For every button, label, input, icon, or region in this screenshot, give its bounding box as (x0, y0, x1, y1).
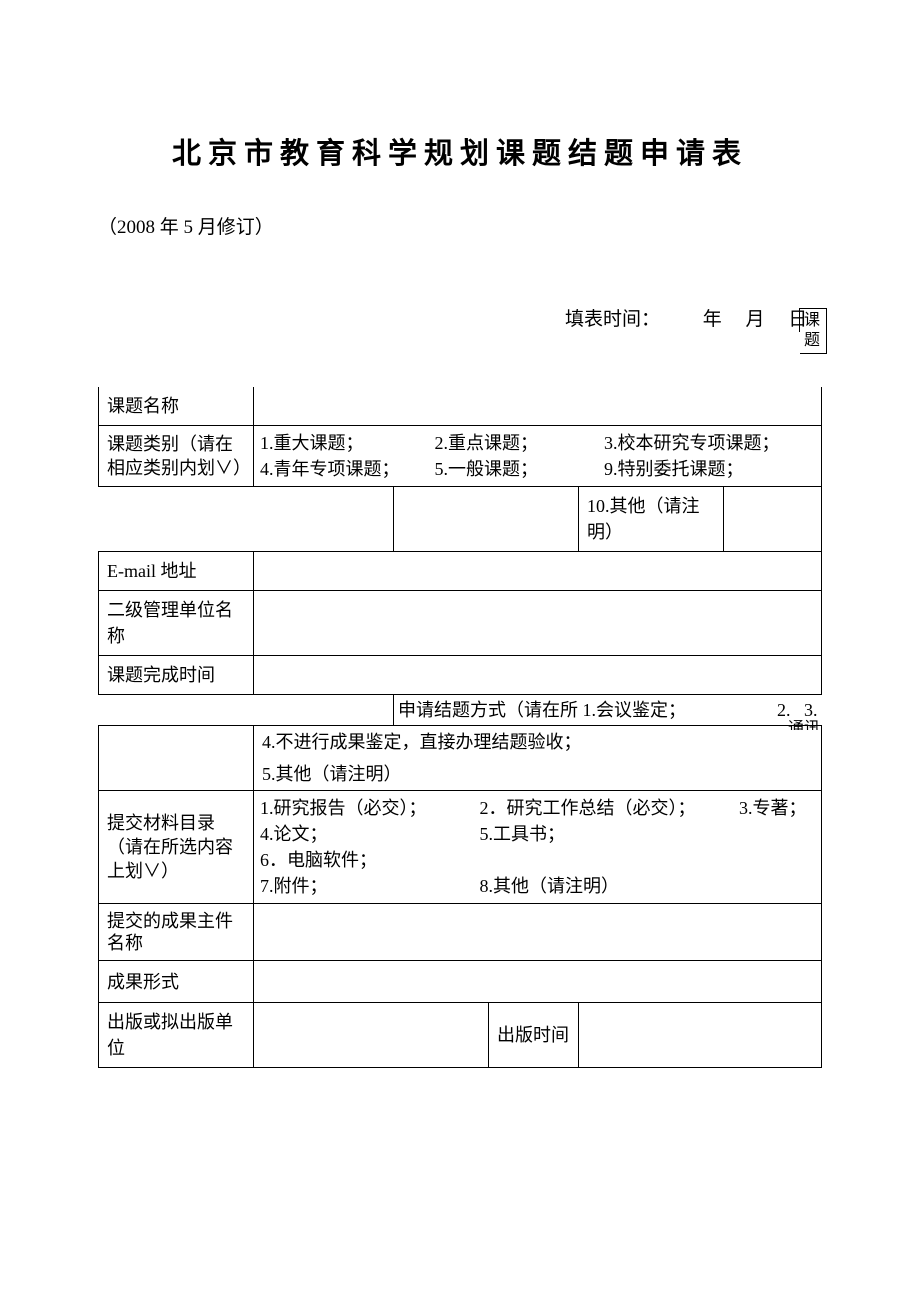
finish-time-label: 课题完成时间 (99, 656, 254, 695)
mat-1: 1.研究报告（必交）； (260, 795, 475, 821)
mat-8: 8.其他（请注明） (480, 873, 620, 899)
table-row: 二级管理单位名称 (99, 591, 822, 656)
project-type-options: 1.重大课题； 2.重点课题； 3.校本研究专项课题； 4.青年专项课题； 5.… (254, 426, 822, 487)
fill-date-year: 年 (703, 309, 722, 330)
email-label: E-mail 地址 (99, 552, 254, 591)
spacer-cell (99, 726, 254, 759)
table-row: 5.其他（请注明） (99, 758, 822, 791)
table-row: 课题类别（请在相应类别内划∨） 1.重大课题； 2.重点课题； 3.校本研究专项… (99, 426, 822, 487)
type-opt-2: 2.重点课题； (435, 430, 600, 456)
table-row: 出版或拟出版单位 出版时间 (99, 1003, 822, 1068)
type-opt-10: 10.其他（请注明） (579, 487, 724, 552)
table-row: 课题完成时间 (99, 656, 822, 695)
apply-mode-5: 5.其他（请注明） (254, 758, 822, 791)
header-box-text: 课题 (804, 312, 820, 349)
spacer-cell (99, 695, 394, 726)
document-title: 北京市教育科学规划课题结题申请表 (98, 130, 822, 172)
mat-5: 5.工具书； (480, 821, 735, 847)
apply-mode-label: 申请结题方式（请在所 (394, 695, 579, 726)
email-value (254, 552, 822, 591)
type-opt-9: 9.特别委托课题； (604, 456, 744, 482)
mat-2: 2．研究工作总结（必交）； (480, 795, 735, 821)
publisher-value (254, 1003, 489, 1068)
type-opt-5: 5.一般课题； (435, 456, 600, 482)
form-table: 课题名称 课题类别（请在相应类别内划∨） 1.重大课题； 2.重点课题； 3.校… (98, 387, 822, 1068)
result-form-label: 成果形式 (99, 961, 254, 1003)
type-other-value (724, 487, 822, 552)
table-row: E-mail 地址 (99, 552, 822, 591)
finish-time-value (254, 656, 822, 695)
result-main-value (254, 904, 822, 961)
apply-mode-cut-text: 通讯 (788, 714, 824, 730)
materials-label: 提交材料目录（请在所选内容上划∨） (99, 791, 254, 904)
apply-mode-1: 1.会议鉴定； (579, 695, 724, 726)
fill-date-month: 月 (745, 309, 764, 330)
spacer-cell (99, 487, 394, 552)
publish-time-value (579, 1003, 822, 1068)
header-small-box: 课题 (799, 308, 827, 354)
project-type-label: 课题类别（请在相应类别内划∨） (99, 426, 254, 487)
document-page: 北京市教育科学规划课题结题申请表 （2008 年 5 月修订） 填表时间： 年 … (0, 0, 920, 1302)
publish-time-label: 出版时间 (489, 1003, 579, 1068)
result-main-label: 提交的成果主件名称 (99, 904, 254, 961)
table-row: 申请结题方式（请在所 1.会议鉴定； 2. 3. (99, 695, 822, 726)
form-table-wrap: 课题名称 课题类别（请在相应类别内划∨） 1.重大课题； 2.重点课题； 3.校… (98, 387, 822, 1068)
fill-date-line: 填表时间： 年 月 日 (98, 304, 822, 331)
table-row: 课题名称 (99, 387, 822, 426)
mat-3: 3.专著； (739, 795, 807, 821)
table-row: 提交材料目录（请在所选内容上划∨） 1.研究报告（必交）； 2．研究工作总结（必… (99, 791, 822, 904)
spacer-cell (394, 487, 579, 552)
result-form-value (254, 961, 822, 1003)
mat-4: 4.论文； (260, 821, 475, 847)
table-row: 10.其他（请注明） (99, 487, 822, 552)
type-opt-4: 4.青年专项课题； (260, 456, 430, 482)
table-row: 成果形式 (99, 961, 822, 1003)
spacer-cell (99, 758, 254, 791)
mat-6: 6．电脑软件； (260, 847, 377, 873)
revision-note: （2008 年 5 月修订） (98, 212, 822, 239)
mat-7: 7.附件； (260, 873, 475, 899)
project-name-value (254, 387, 822, 426)
table-row: 提交的成果主件名称 (99, 904, 822, 961)
fill-date-label: 填表时间： (565, 309, 660, 330)
type-opt-3: 3.校本研究专项课题； (604, 430, 780, 456)
materials-options: 1.研究报告（必交）； 2．研究工作总结（必交）； 3.专著； 4.论文； 5.… (254, 791, 822, 904)
apply-mode-4: 4.不进行成果鉴定，直接办理结题验收； (254, 726, 822, 759)
type-opt-1: 1.重大课题； (260, 430, 430, 456)
unit2-value (254, 591, 822, 656)
project-name-label: 课题名称 (99, 387, 254, 426)
publisher-label: 出版或拟出版单位 (99, 1003, 254, 1068)
table-row: 4.不进行成果鉴定，直接办理结题验收； (99, 726, 822, 759)
unit2-label: 二级管理单位名称 (99, 591, 254, 656)
